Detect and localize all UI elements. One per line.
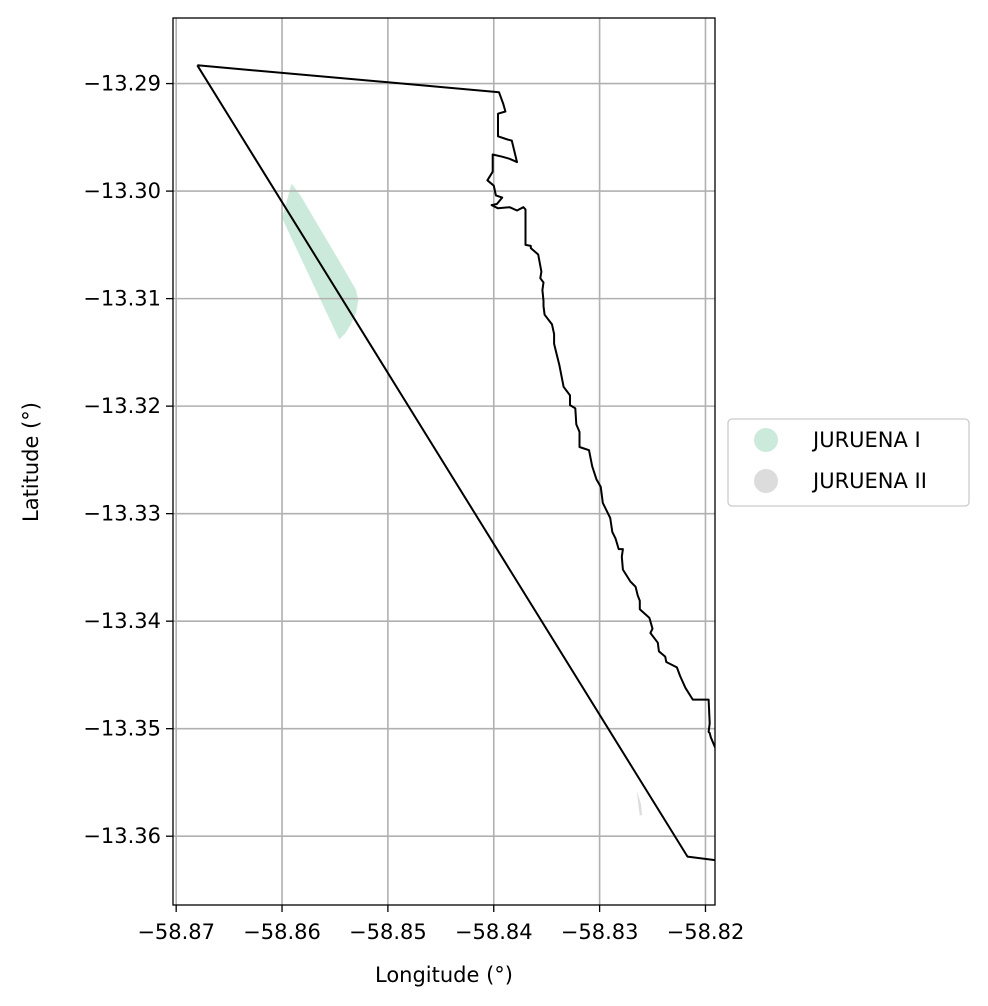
x-axis: −58.87 −58.86 −58.85 −58.84 −58.83 −58.82 bbox=[137, 905, 744, 944]
x-tick-label-4: −58.83 bbox=[561, 920, 639, 944]
y-tick-label-6: −13.35 bbox=[83, 717, 161, 741]
plot-frame bbox=[172, 17, 716, 906]
area-polygons bbox=[282, 183, 642, 816]
x-tick-label-0: −58.87 bbox=[137, 920, 215, 944]
y-tick-label-0: −13.29 bbox=[83, 72, 161, 96]
plot-area bbox=[172, 17, 716, 906]
area-polygon-2 bbox=[636, 791, 642, 816]
legend-frame bbox=[727, 418, 970, 507]
legend-label-2: JURUENA II bbox=[811, 469, 927, 493]
y-axis: −13.29 −13.30 −13.31 −13.32 −13.33 −13.34 −13.… bbox=[83, 72, 173, 848]
y-tick-label-7: −13.36 bbox=[83, 824, 161, 848]
gridlines bbox=[173, 18, 715, 905]
x-tick-label-1: −58.86 bbox=[243, 920, 321, 944]
legend-marker-2 bbox=[754, 469, 778, 493]
boundary-outline bbox=[196, 64, 715, 862]
x-tick-label-3: −58.84 bbox=[455, 920, 533, 944]
area-polygon-1 bbox=[282, 183, 359, 340]
x-axis-label: Longitude (°) bbox=[375, 963, 513, 987]
y-tick-label-1: −13.30 bbox=[83, 179, 161, 203]
legend-items: JURUENA I JURUENA II bbox=[754, 428, 927, 493]
y-tick-label-2: −13.31 bbox=[83, 287, 161, 311]
legend: JURUENA I JURUENA II bbox=[727, 418, 970, 507]
y-tick-label-5: −13.34 bbox=[83, 609, 161, 633]
y-axis-label: Latitude (°) bbox=[19, 402, 43, 522]
boundary-line bbox=[196, 64, 715, 862]
y-tick-label-3: −13.32 bbox=[83, 394, 161, 418]
y-tick-label-4: −13.33 bbox=[83, 502, 161, 526]
x-tick-label-2: −58.85 bbox=[349, 920, 427, 944]
legend-label-1: JURUENA I bbox=[811, 428, 921, 452]
legend-marker-1 bbox=[754, 428, 778, 452]
x-tick-label-5: −58.82 bbox=[667, 920, 745, 944]
